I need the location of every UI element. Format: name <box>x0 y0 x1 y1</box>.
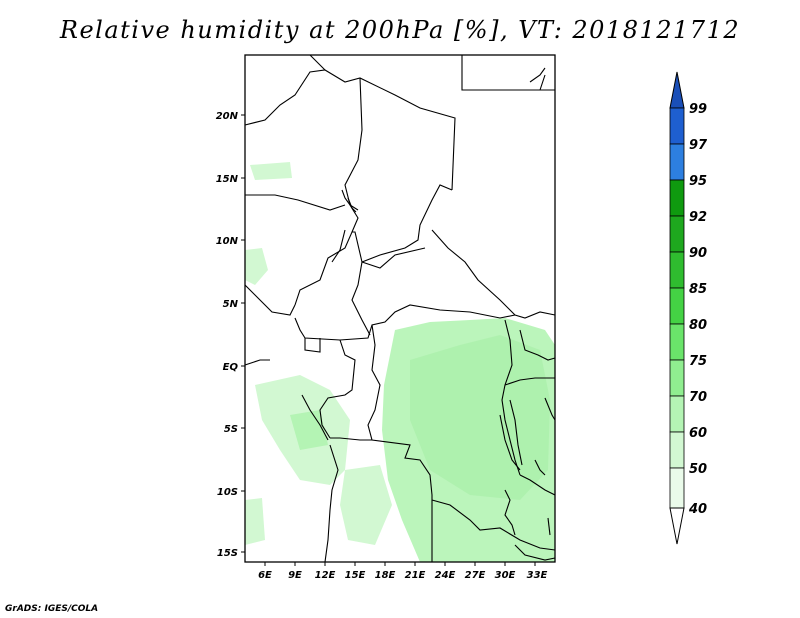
colorbar-label: 92 <box>689 210 707 225</box>
colorbar-top-arrow <box>669 71 685 109</box>
colorbar-segment <box>669 431 685 469</box>
y-axis-labels: 20N 15N 10N 5N EQ 5S 10S 15S <box>216 111 239 559</box>
y-tick-label: 15N <box>216 174 239 185</box>
colorbar-segment <box>669 107 685 145</box>
x-tick-label: 15E <box>345 570 366 581</box>
colorbar: 99 97 95 92 90 85 80 75 70 60 50 40 <box>669 71 708 545</box>
colorbar-label: 80 <box>689 318 707 333</box>
colorbar-segment <box>669 467 685 509</box>
colorbar-label: 85 <box>689 282 707 297</box>
axis-ticks <box>241 114 536 566</box>
y-tick-label: 20N <box>216 111 239 122</box>
colorbar-label: 99 <box>689 102 707 117</box>
colorbar-segment <box>669 359 685 397</box>
colorbar-segment <box>669 395 685 433</box>
x-tick-label: 9E <box>288 570 302 581</box>
y-tick-label: 10N <box>216 236 239 247</box>
x-tick-label: 18E <box>375 570 396 581</box>
x-tick-label: 30E <box>495 570 516 581</box>
colorbar-label: 97 <box>689 138 708 153</box>
chart-title: Relative humidity at 200hPa [%], VT: 201… <box>59 16 741 44</box>
x-tick-label: 12E <box>315 570 336 581</box>
y-tick-label: EQ <box>223 362 239 373</box>
colorbar-segment <box>669 323 685 361</box>
x-tick-label: 33E <box>527 570 548 581</box>
country-borders <box>244 54 556 563</box>
x-tick-label: 21E <box>405 570 426 581</box>
x-tick-label: 24E <box>435 570 456 581</box>
colorbar-label: 95 <box>689 174 707 189</box>
colorbar-bottom-arrow <box>669 507 685 545</box>
x-tick-label: 27E <box>465 570 486 581</box>
colorbar-segment <box>669 251 685 289</box>
footer-credit: GrADS: IGES/COLA <box>5 604 99 614</box>
x-axis-labels: 6E 9E 12E 15E 18E 21E 24E 27E 30E 33E <box>258 570 547 581</box>
humidity-shading <box>245 162 555 562</box>
colorbar-label: 90 <box>689 246 707 261</box>
x-tick-label: 6E <box>258 570 272 581</box>
colorbar-label: 70 <box>689 390 707 405</box>
y-tick-label: 15S <box>217 548 238 559</box>
colorbar-label: 60 <box>689 426 707 441</box>
colorbar-segment <box>669 179 685 217</box>
colorbar-segment <box>669 287 685 325</box>
colorbar-segment <box>669 215 685 253</box>
y-tick-label: 5N <box>223 299 239 310</box>
colorbar-segment <box>669 143 685 181</box>
colorbar-label: 40 <box>688 502 707 517</box>
y-tick-label: 5S <box>224 424 238 435</box>
y-tick-label: 10S <box>217 487 238 498</box>
map-frame <box>244 54 556 563</box>
colorbar-label: 75 <box>689 354 707 369</box>
colorbar-label: 50 <box>689 462 707 477</box>
